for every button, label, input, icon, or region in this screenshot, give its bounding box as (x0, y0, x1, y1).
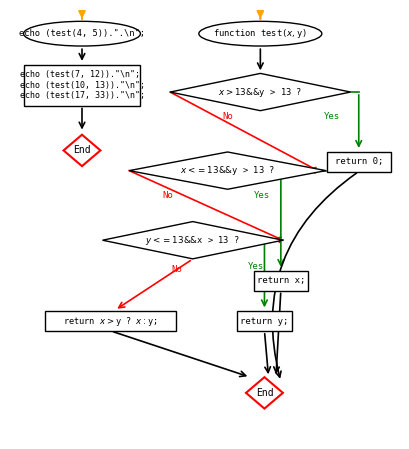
Polygon shape (129, 152, 325, 189)
Ellipse shape (198, 21, 321, 46)
Polygon shape (102, 221, 282, 259)
Text: End: End (73, 145, 90, 155)
Text: $x <= 13 && $y > 13 ?: $x <= 13 && $y > 13 ? (180, 164, 274, 177)
Text: Yes: Yes (323, 112, 339, 121)
Text: No: No (222, 112, 232, 121)
Text: Yes: Yes (254, 191, 270, 200)
Text: return $x > $y ? $x : $y;: return $x > $y ? $x : $y; (63, 315, 157, 327)
Ellipse shape (24, 21, 140, 46)
Text: return y;: return y; (240, 317, 288, 326)
Polygon shape (63, 135, 100, 166)
Text: return 0;: return 0; (334, 157, 382, 166)
Text: Yes: Yes (247, 262, 264, 271)
Polygon shape (170, 73, 350, 111)
FancyBboxPatch shape (45, 311, 176, 331)
Text: function test($x, $y): function test($x, $y) (213, 27, 307, 40)
Text: $x > 13 && $y > 13 ?: $x > 13 && $y > 13 ? (218, 86, 302, 98)
FancyBboxPatch shape (254, 270, 307, 291)
Text: No: No (171, 265, 181, 274)
Text: No: No (162, 191, 173, 200)
Text: End: End (255, 388, 272, 398)
Text: $y <= 13 && $x > 13 ?: $y <= 13 && $x > 13 ? (145, 234, 240, 247)
FancyBboxPatch shape (236, 311, 291, 331)
Text: echo (test(7, 12))."\n";
echo (test(10, 13))."\n";
echo (test(17, 33))."\n";: echo (test(7, 12))."\n"; echo (test(10, … (20, 70, 144, 100)
Text: return x;: return x; (256, 276, 304, 285)
Text: echo (test(4, 5)).".\n";: echo (test(4, 5)).".\n"; (19, 29, 145, 38)
Polygon shape (245, 377, 282, 409)
FancyBboxPatch shape (326, 151, 390, 172)
FancyBboxPatch shape (24, 65, 140, 106)
